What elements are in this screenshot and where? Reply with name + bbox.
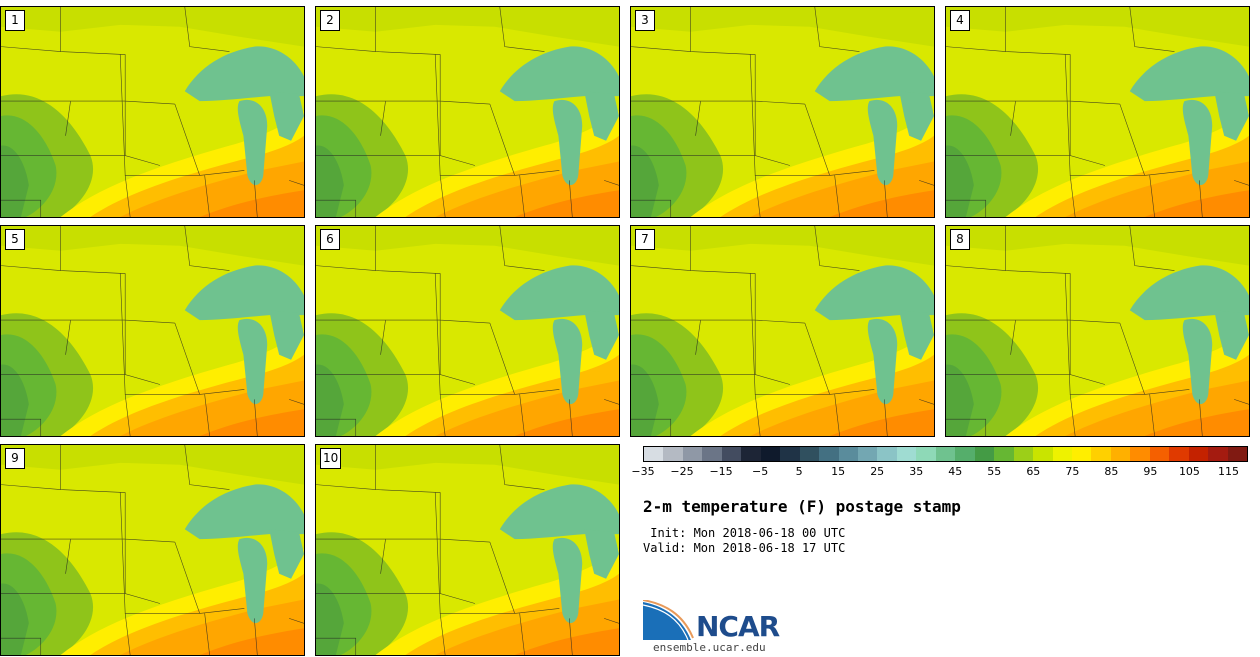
colorbar-swatch	[857, 447, 878, 461]
colorbar-swatch	[644, 447, 664, 461]
colorbar-tick: 35	[909, 465, 924, 478]
colorbar-swatch	[1149, 447, 1170, 461]
colorbar-swatch	[799, 447, 820, 461]
map-panel: 7	[630, 225, 935, 437]
map-panel: 10	[315, 444, 620, 656]
colorbar-swatch	[1169, 447, 1189, 461]
plot-title: 2-m temperature (F) postage stamp	[643, 497, 961, 516]
map-panel: 3	[630, 6, 935, 218]
colorbar-swatch	[1091, 447, 1111, 461]
map-panel: 2	[315, 6, 620, 218]
colorbar-swatch	[819, 447, 839, 461]
colorbar-tick: 95	[1143, 465, 1158, 478]
panel-label: 4	[950, 10, 970, 31]
panel-label: 7	[635, 229, 655, 250]
panel-label: 8	[950, 229, 970, 250]
colorbar-swatch	[760, 447, 781, 461]
ensemble-url: ensemble.ucar.edu	[653, 641, 766, 654]
colorbar-tick: −5	[751, 465, 769, 478]
colorbar-swatch	[1130, 447, 1150, 461]
colorbar-tick: −35	[631, 465, 655, 478]
colorbar-swatch	[663, 447, 683, 461]
colorbar-swatch	[1052, 447, 1072, 461]
ncar-logo-icon	[643, 600, 694, 641]
colorbar-tick: 75	[1065, 465, 1080, 478]
colorbar-tick: 45	[948, 465, 963, 478]
colorbar-tick: 25	[870, 465, 885, 478]
panel-label: 2	[320, 10, 340, 31]
map-panel: 6	[315, 225, 620, 437]
colorbar-swatch	[877, 447, 897, 461]
colorbar-tick: 85	[1104, 465, 1119, 478]
map-panel: 9	[0, 444, 305, 656]
colorbar-swatch	[955, 447, 975, 461]
colorbar-swatch	[974, 447, 995, 461]
colorbar-swatch	[1110, 447, 1131, 461]
colorbar-swatch	[741, 447, 761, 461]
panel-label: 6	[320, 229, 340, 250]
colorbar-swatch	[935, 447, 956, 461]
colorbar-swatch	[721, 447, 742, 461]
init-time: Init: Mon 2018-06-18 00 UTC	[643, 526, 846, 540]
panel-label: 9	[5, 448, 25, 469]
colorbar-tick: 105	[1178, 465, 1200, 478]
colorbar-tick: 115	[1217, 465, 1239, 478]
colorbar-swatch	[1227, 447, 1248, 461]
colorbar-swatch	[1071, 447, 1092, 461]
colorbar-swatch	[1208, 447, 1228, 461]
colorbar-tick: −15	[709, 465, 733, 478]
colorbar-swatch	[896, 447, 917, 461]
colorbar-swatch	[1033, 447, 1053, 461]
temperature-colorbar	[643, 446, 1248, 462]
colorbar-tick: −25	[670, 465, 694, 478]
panel-label: 3	[635, 10, 655, 31]
colorbar-tick: 15	[831, 465, 846, 478]
colorbar-tick: 55	[987, 465, 1002, 478]
colorbar-swatch	[682, 447, 703, 461]
panel-label: 10	[320, 448, 342, 469]
colorbar-tick-labels: −35 −25 −15 −5 5 15 25 35 45 55 65 75 85 95 105 115	[631, 465, 1248, 483]
panel-label: 5	[5, 229, 25, 250]
colorbar-tick: 5	[795, 465, 803, 478]
map-panel: 4	[945, 6, 1250, 218]
colorbar-tick: 65	[1026, 465, 1041, 478]
panel-label: 1	[5, 10, 25, 31]
colorbar-swatch	[780, 447, 800, 461]
colorbar-swatch	[994, 447, 1014, 461]
map-panel: 8	[945, 225, 1250, 437]
colorbar-swatch	[916, 447, 936, 461]
map-panel: 5	[0, 225, 305, 437]
colorbar-swatch	[1013, 447, 1034, 461]
colorbar-swatch	[702, 447, 722, 461]
valid-time: Valid: Mon 2018-06-18 17 UTC	[643, 541, 846, 555]
map-panel: 1	[0, 6, 305, 218]
ncar-logo-text: NCAR	[696, 610, 780, 643]
colorbar-swatch	[838, 447, 858, 461]
colorbar-swatch	[1188, 447, 1209, 461]
